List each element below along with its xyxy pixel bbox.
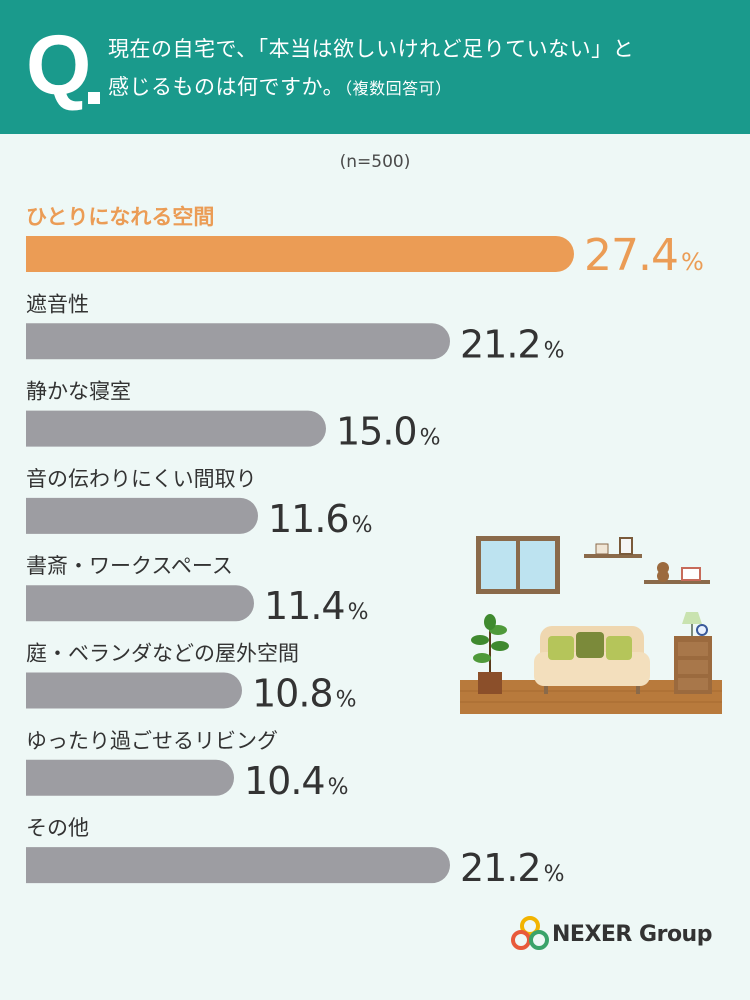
brand-logo: NEXER Group: [508, 914, 738, 958]
plant-icon: [471, 614, 509, 694]
bar-category-label: 書斎・ワークスペース: [26, 554, 233, 578]
question-note: （複数回答可）: [344, 79, 452, 98]
q-dot: [88, 92, 100, 104]
lamp-dresser-icon: [674, 612, 712, 694]
bar-category-label: その他: [26, 816, 89, 840]
living-room-illustration: [460, 536, 722, 714]
bar-category-label: 遮音性: [26, 292, 89, 316]
question-text: 現在の自宅で、「本当は欲しいけれど足りていない」と 感じるものは何ですか。（複数…: [108, 30, 738, 108]
bar-value-label: 21.2%: [460, 846, 564, 890]
bar-category-label: 音の伝わりにくい間取り: [26, 467, 257, 491]
bar-value-label: 27.4%: [584, 230, 703, 281]
sofa-icon: [534, 626, 650, 694]
question-header: Q 現在の自宅で、「本当は欲しいけれど足りていない」と 感じるものは何ですか。（…: [0, 0, 750, 134]
question-line-2-main: 感じるものは何ですか。: [108, 75, 345, 99]
shelf-icon: [584, 537, 710, 584]
bar-value-label: 11.6%: [268, 497, 372, 541]
question-line-1: 現在の自宅で、「本当は欲しいけれど足りていない」と: [108, 37, 635, 61]
bar: [26, 497, 258, 534]
bar-value-label: 21.2%: [460, 322, 564, 366]
bar-value-label: 10.8%: [252, 672, 356, 716]
bar-category-label: 庭・ベランダなどの屋外空間: [26, 642, 299, 666]
window-icon: [476, 536, 560, 594]
bar-category-label: ひとりになれる空間: [26, 205, 214, 229]
q-letter: Q: [26, 18, 92, 112]
bar: [26, 585, 255, 622]
nexer-logo-icon: [511, 916, 549, 950]
bar: [26, 410, 326, 447]
brand-name: NEXER Group: [552, 922, 712, 947]
bar-category-label: ゆったり過ごせるリビング: [26, 729, 278, 753]
bar-value-label: 10.4%: [244, 759, 348, 803]
bar: [26, 759, 234, 796]
bar: [26, 236, 574, 272]
bar-value-label: 11.4%: [264, 584, 368, 628]
bar-value-label: 15.0%: [336, 410, 440, 454]
bar: [26, 672, 242, 709]
q-mark: Q: [26, 20, 104, 110]
bar: [26, 323, 450, 360]
sample-size: (n=500): [339, 152, 411, 172]
question-line-2: 感じるものは何ですか。（複数回答可）: [108, 68, 738, 108]
bar-category-label: 静かな寝室: [26, 380, 131, 404]
bar: [26, 847, 450, 884]
